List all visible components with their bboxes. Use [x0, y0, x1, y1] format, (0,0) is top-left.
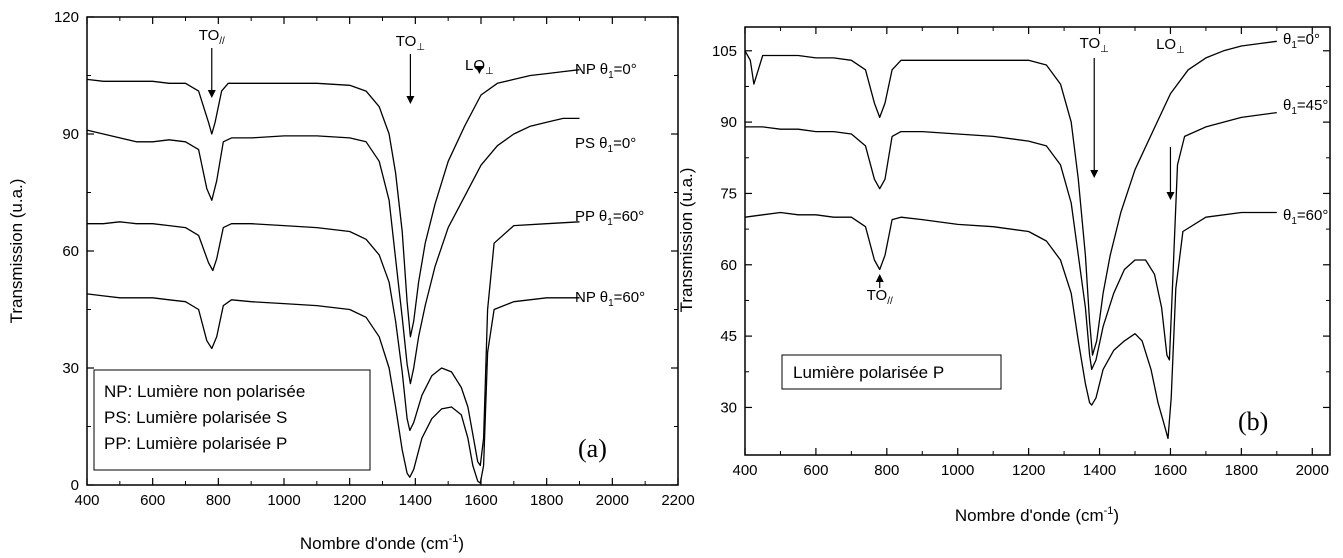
- x-tick-label: 1200: [333, 492, 366, 509]
- series-line: [86, 117, 580, 385]
- x-tick-label: 800: [874, 462, 899, 479]
- peak-arrowhead: [406, 96, 415, 104]
- x-tick-label: 1800: [1225, 462, 1258, 479]
- y-tick-label: 45: [720, 328, 737, 345]
- x-axis-label: Nombre d'onde (cm-1): [955, 505, 1119, 525]
- legend-box: NP: Lumière non polarisée PS: Lumière po…: [93, 369, 371, 471]
- series-line: [744, 40, 1277, 356]
- x-axis-label: Nombre d'onde (cm-1): [300, 533, 464, 553]
- x-tick-label: 600: [803, 462, 828, 479]
- peak-label: TO//: [199, 27, 225, 47]
- peak-annotations: TO//TO⊥LO⊥: [199, 27, 494, 104]
- series-line: [745, 111, 1277, 371]
- y-tick-label: 60: [720, 257, 737, 274]
- x-tick-label: 1400: [1083, 462, 1116, 479]
- y-axis-label: Transmission (u.a.): [677, 168, 696, 313]
- peak-label: TO⊥: [396, 33, 425, 53]
- series-lines: [744, 40, 1277, 440]
- peak-arrowhead: [207, 90, 216, 98]
- legend-entry: Lumière polarisée P: [793, 363, 944, 382]
- panel-label: (a): [578, 434, 607, 463]
- plot-frame: [744, 26, 1331, 456]
- series-line: [87, 221, 580, 467]
- y-tick-label: 0: [71, 477, 79, 494]
- x-tick-label: 1800: [530, 492, 563, 509]
- peak-label: LO⊥: [1156, 36, 1185, 56]
- series-label: θ1=60°: [1283, 207, 1328, 227]
- chart-panel-b: 400 600 800 1000 1200 1400 1600 1800 2000 30 45 60 7…: [677, 26, 1331, 525]
- y-tick-label: 75: [720, 185, 737, 202]
- x-tick-label: 400: [732, 462, 757, 479]
- x-tick-label: 400: [74, 492, 99, 509]
- series-line: [86, 69, 580, 338]
- panel-label: (b): [1238, 407, 1268, 436]
- x-tick-label: 800: [206, 492, 231, 509]
- x-tick-label: 1600: [1154, 462, 1187, 479]
- x-tick-label: 2200: [661, 492, 694, 509]
- y-tick-label: 90: [62, 126, 79, 143]
- x-tick-label: 2000: [1296, 462, 1329, 479]
- x-tick-label: 1600: [464, 492, 497, 509]
- peak-label: TO⊥: [1080, 35, 1109, 55]
- series-labels: NP θ1=0° PS θ1=0° PP θ1=60° NP θ1=60°: [575, 61, 645, 309]
- peak-arrowhead: [875, 274, 884, 282]
- axis-ticks: 400 600 800 1000 1200 1400 1600 1800 2000 2200 0 30…: [54, 9, 695, 509]
- y-tick-label: 90: [720, 114, 737, 131]
- legend-entry: NP: Lumière non polarisée: [104, 382, 305, 401]
- peak-arrowhead: [1090, 170, 1099, 178]
- y-tick-label: 30: [720, 399, 737, 416]
- x-tick-label: 600: [140, 492, 165, 509]
- series-label: NP θ1=0°: [575, 61, 637, 81]
- legend-box: Lumière polarisée P: [781, 354, 1002, 390]
- x-tick-label: 1000: [941, 462, 974, 479]
- y-tick-label: 105: [712, 43, 737, 60]
- series-label: PS θ1=0°: [575, 135, 636, 155]
- series-line: [86, 293, 580, 484]
- series-labels: θ1=0° θ1=45° θ1=60°: [1283, 31, 1328, 227]
- series-label: PP θ1=60°: [575, 208, 644, 228]
- legend-entry: PS: Lumière polarisée S: [104, 408, 287, 427]
- axis-ticks: 400 600 800 1000 1200 1400 1600 1800 2000 30 45 60 7…: [712, 27, 1330, 479]
- peak-arrowhead: [475, 66, 484, 74]
- series-label: NP θ1=60°: [575, 289, 645, 309]
- x-tick-label: 1400: [399, 492, 432, 509]
- x-tick-label: 2000: [596, 492, 629, 509]
- series-line: [744, 211, 1277, 440]
- peak-label: TO//: [867, 287, 893, 307]
- peak-arrowhead: [1166, 192, 1175, 200]
- series-lines: [86, 69, 580, 484]
- chart-panel-a: 400 600 800 1000 1200 1400 1600 1800 2000 2200 0 30…: [7, 9, 695, 553]
- legend-entry: PP: Lumière polarisée P: [104, 434, 287, 453]
- y-axis-label: Transmission (u.a.): [7, 179, 26, 324]
- x-tick-label: 1200: [1012, 462, 1045, 479]
- y-tick-label: 120: [54, 9, 79, 26]
- y-tick-label: 60: [62, 243, 79, 260]
- y-tick-label: 30: [62, 360, 79, 377]
- peak-annotations: TO⊥ LO⊥ TO//: [867, 35, 1185, 307]
- series-label: θ1=45°: [1283, 97, 1328, 117]
- x-tick-label: 1000: [267, 492, 300, 509]
- series-label: θ1=0°: [1283, 31, 1320, 51]
